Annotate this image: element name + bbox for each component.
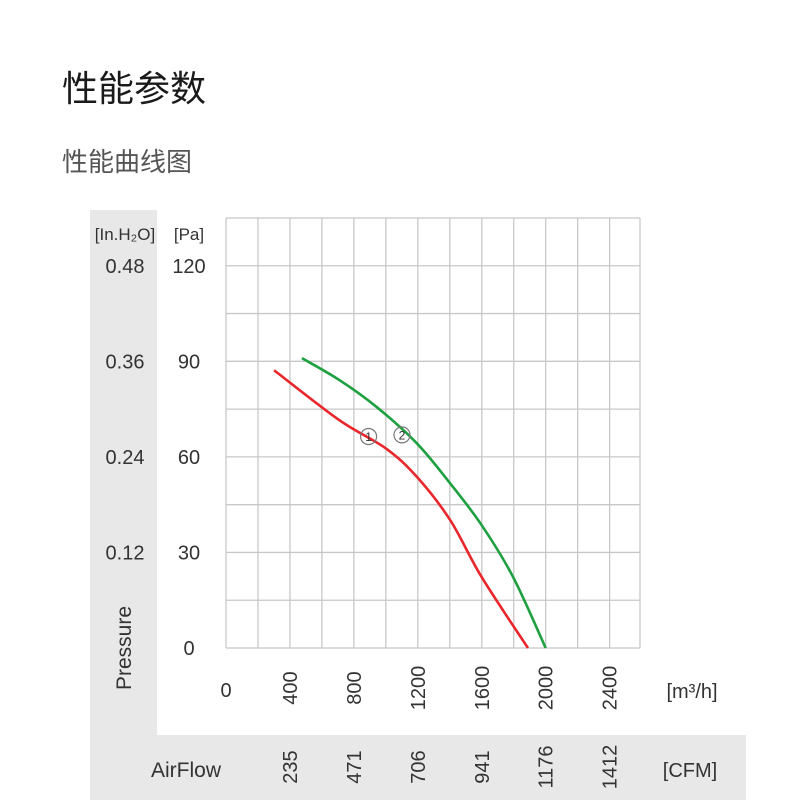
- pressure-band: [90, 210, 157, 800]
- series-marker-label: 2: [399, 428, 406, 442]
- y-secondary-tick-label: 0.36: [106, 351, 145, 373]
- x-tick-label: 1200: [408, 666, 430, 711]
- airflow-band: [90, 735, 746, 800]
- x-tick-label: 2400: [600, 666, 622, 711]
- x-tick-label: 2000: [536, 666, 558, 711]
- series-line-2: [301, 357, 547, 649]
- x-secondary-tick-label: 706: [408, 750, 430, 783]
- x-secondary-unit: [CFM]: [663, 760, 717, 782]
- x-tick-label: 0: [220, 680, 231, 702]
- x-secondary-tick-label: 471: [344, 750, 366, 783]
- series-marker-circle-1: [359, 427, 378, 446]
- y-secondary-unit: [In.H₂O]: [95, 225, 155, 244]
- y-tick-label: 120: [172, 256, 205, 278]
- page-title: 性能参数: [62, 69, 207, 110]
- grid: [225, 217, 641, 649]
- y-tick-label: 60: [178, 447, 200, 469]
- x-secondary-tick-label: 235: [280, 750, 302, 783]
- y-secondary-tick-label: 0.48: [106, 256, 145, 278]
- y-axis-label: Pressure: [113, 606, 136, 690]
- tick-labels: 0 30 0.12 60 0.24 90 0.36 120 0.48 0 400 235 800 471 1…: [106, 256, 622, 789]
- x-tick-label: 400: [280, 671, 302, 704]
- series-marker-label: 1: [365, 430, 372, 444]
- y-tick-label: 30: [178, 542, 200, 564]
- x-tick-label: 800: [344, 671, 366, 704]
- x-secondary-tick-label: 1176: [536, 745, 558, 788]
- x-axis-label: AirFlow: [151, 759, 222, 782]
- series-line-1: [273, 369, 530, 649]
- x-tick-label: 1600: [472, 666, 494, 711]
- x-secondary-tick-label: 1412: [600, 745, 622, 790]
- y-unit: [Pa]: [174, 225, 204, 244]
- y-tick-label: 90: [178, 351, 200, 373]
- series-marker-circle-2: [393, 426, 411, 444]
- y-secondary-tick-label: 0.12: [106, 542, 145, 564]
- y-tick-label: 0: [183, 638, 194, 660]
- x-secondary-tick-label: 941: [472, 750, 494, 783]
- x-unit: [m³/h]: [666, 681, 717, 703]
- y-secondary-tick-label: 0.24: [106, 447, 145, 469]
- chart-subtitle: 性能曲线图: [62, 148, 193, 178]
